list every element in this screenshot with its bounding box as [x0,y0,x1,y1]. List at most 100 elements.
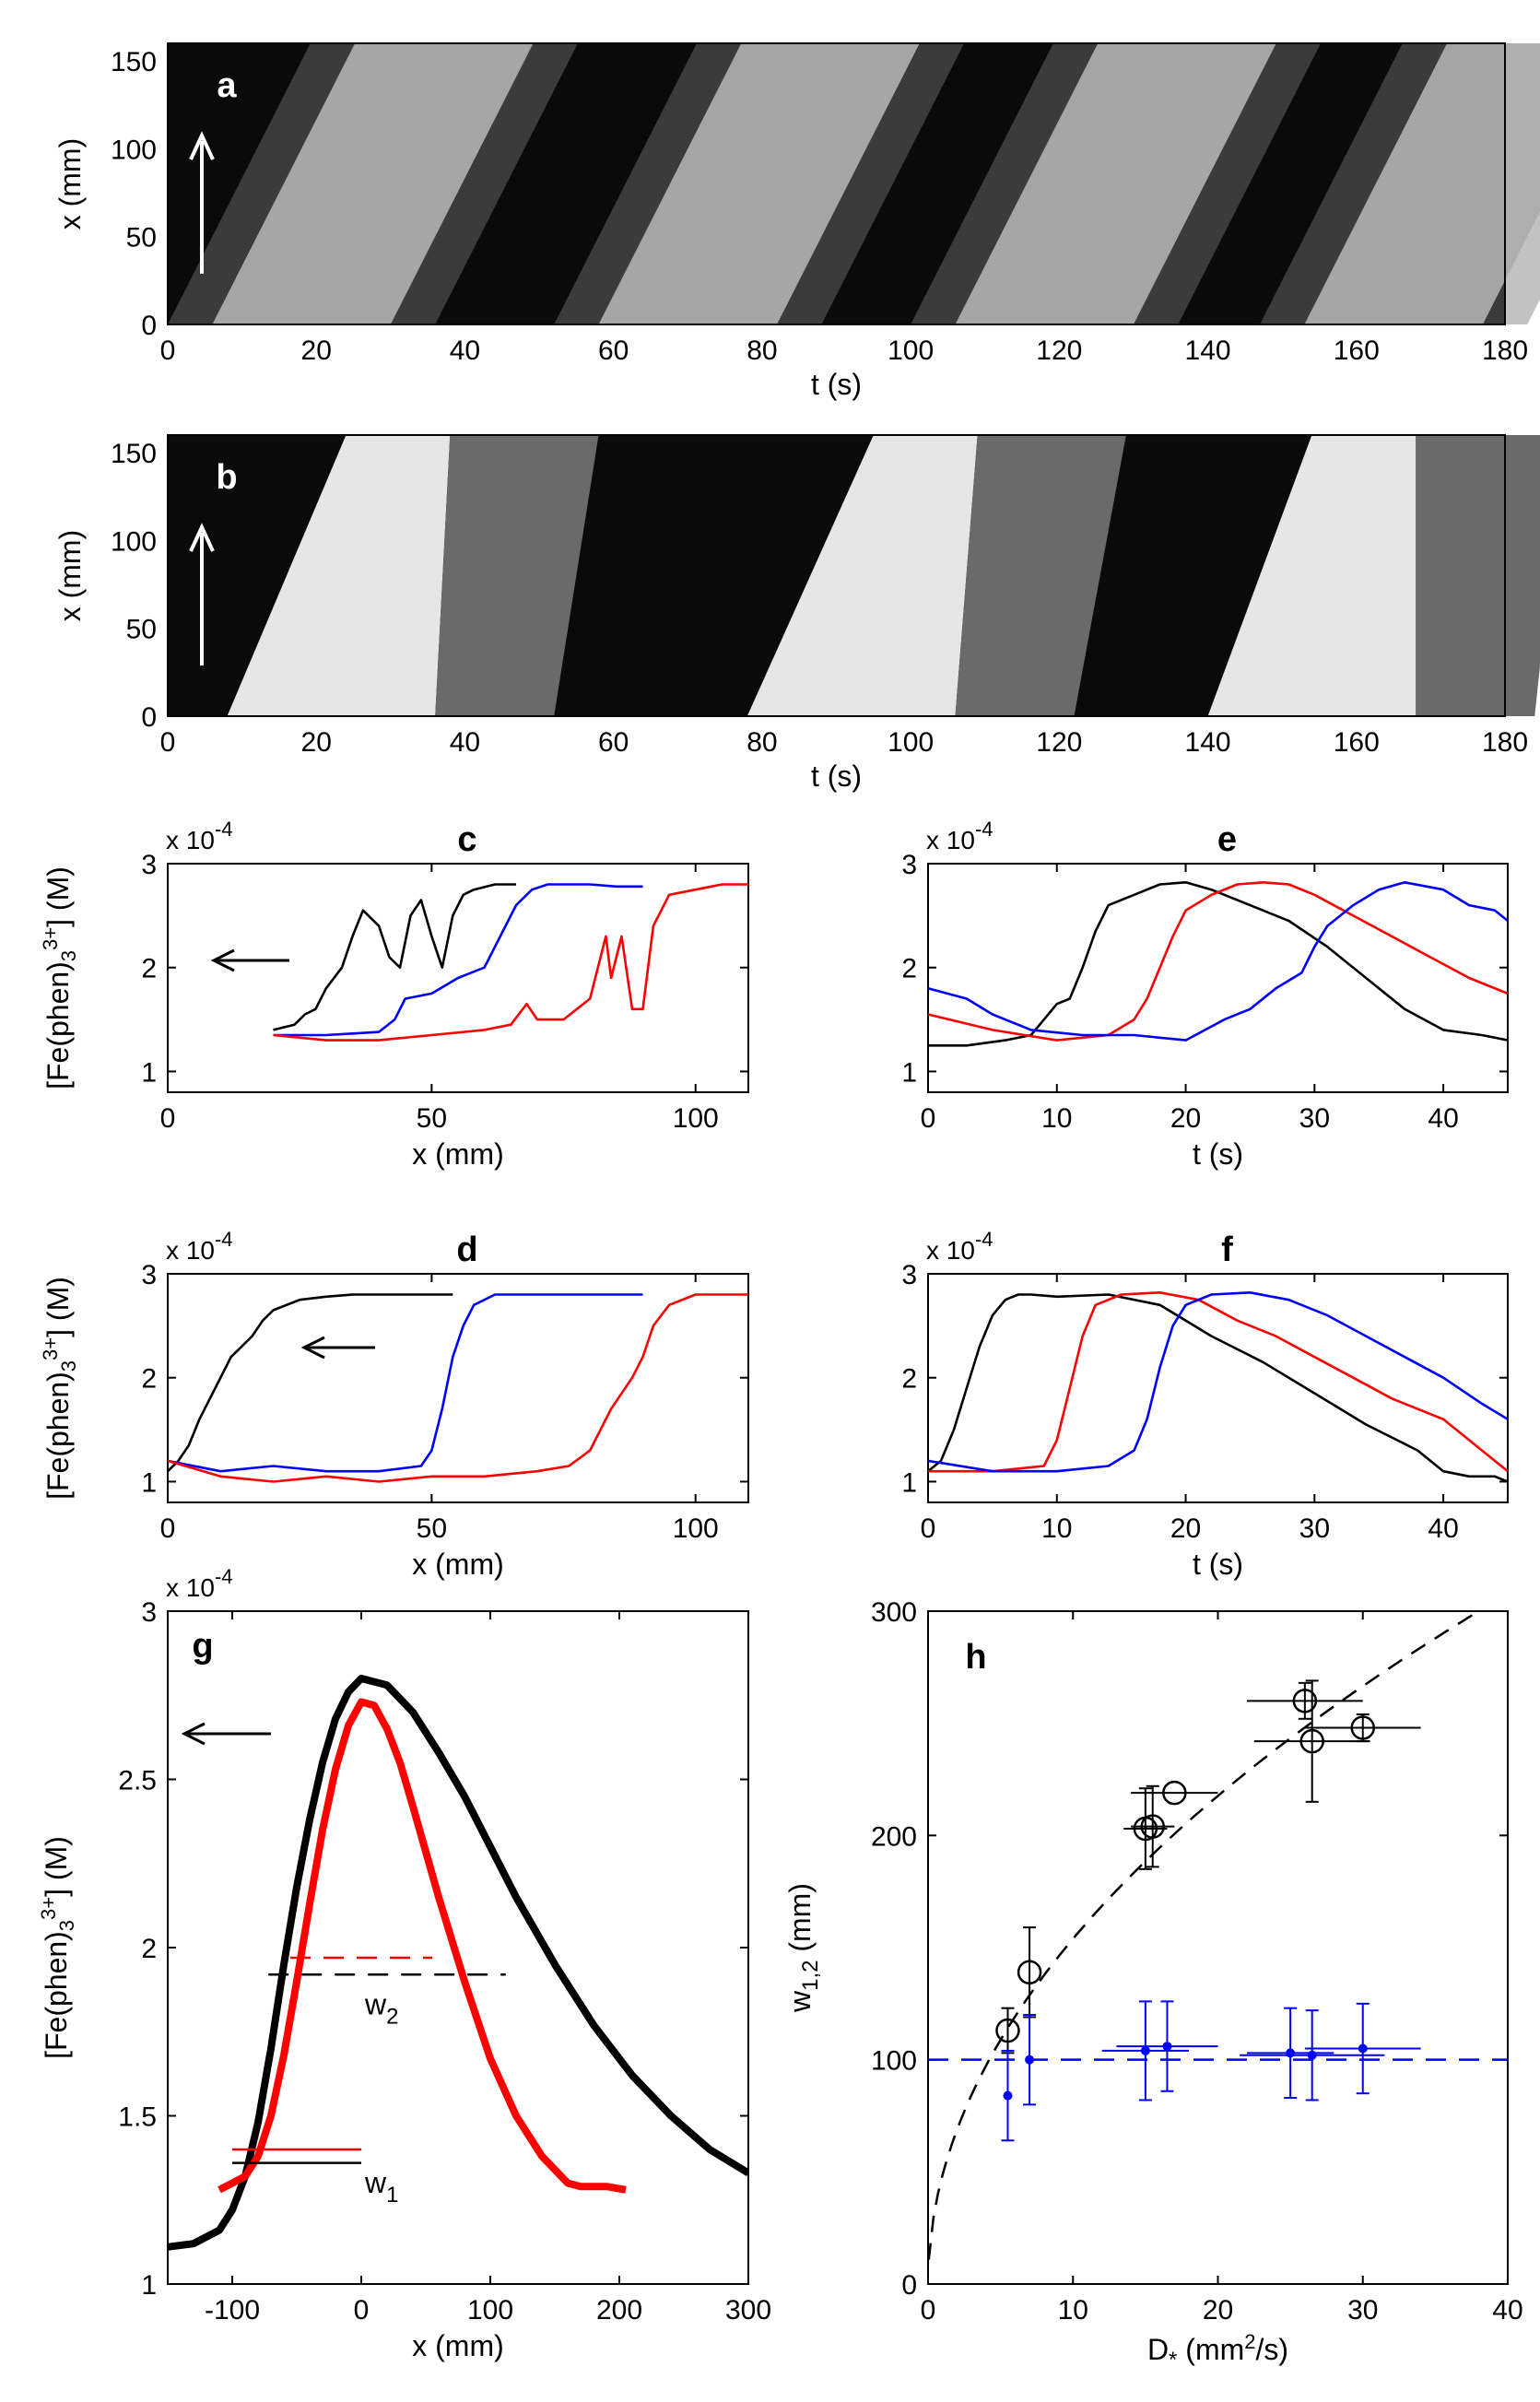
x-tick-label: 30 [1347,2295,1378,2325]
y-tick-label: 2.5 [118,1766,157,1796]
y-tick-label: 1 [141,1467,157,1498]
series-line [168,1293,748,1483]
series-line [273,883,516,1031]
x-axis-label: x (mm) [412,1137,504,1171]
x-tick-label: 300 [725,2295,771,2325]
arrow-head [210,948,235,972]
width-annotation: w2 [364,1987,398,2029]
x-tick-label: 80 [746,727,777,758]
heatmap-front [1207,435,1417,716]
heatmap-bright-band [955,43,1276,324]
y-axis-label: [Fe(phen)33+] (M) [39,1277,80,1500]
x-tick-label: 20 [301,336,332,366]
data-point [1292,1689,1318,1713]
x-tick-label: 0 [921,1103,936,1134]
heatmap-front-tail [1416,435,1540,716]
heatmap-front-tail [955,435,1126,716]
y-tick-label: 100 [871,2046,917,2077]
y-tick-label: 2 [141,954,157,984]
data-point [1140,2045,1150,2055]
arrow-head [189,131,215,160]
x-tick-label: 0 [921,1513,936,1544]
x-tick-label: 0 [354,2295,370,2325]
panel-a: 0 20 40 60 80 100 120 140 160 180 0 50 100 150 t (s) x … [53,42,1540,401]
axes-frame [167,42,1506,325]
x-tick-label: 0 [160,1513,176,1544]
heatmap-band-halo [554,43,965,324]
x-tick-label: 180 [1482,727,1528,758]
x-tick-label: 100 [467,2295,513,2325]
axes-frame [927,1273,1509,1503]
heatmap-bright-band [212,43,534,324]
panel-f: 0 10 20 30 40 1 2 3 x 10-4 f t (s) [901,1228,1509,1581]
x-tick-label: 120 [1036,336,1082,366]
panel-label: b [216,458,237,497]
panel-label: f [1221,1230,1233,1269]
axis-multiplier: x 10-4 [926,1228,993,1265]
x-tick-label: 60 [598,727,629,758]
axis-multiplier: x 10-4 [926,818,993,854]
x-tick-label: 140 [1185,727,1231,758]
series-line [928,881,1508,1047]
panel-label: a [217,66,237,105]
y-axis-label: [Fe(phen)33+] (M) [37,1836,78,2059]
series-line [168,1293,643,1473]
heatmap-front-tail [435,435,599,716]
y-tick-label: 2 [141,1934,157,1964]
panel-label: h [965,1638,986,1677]
arrow-head [300,1336,325,1360]
series-line [217,1698,627,2194]
y-tick-label: 200 [871,1821,917,1852]
x-tick-label: 0 [160,1103,176,1134]
panel-label: c [457,820,476,859]
y-axis-label: x (mm) [53,138,87,230]
x-tick-label: 0 [160,727,176,758]
x-tick-label: 10 [1041,1103,1072,1134]
x-tick-label: 160 [1334,336,1380,366]
heatmap-band-halo [168,43,578,324]
width-annotation: w1 [364,2166,398,2208]
data-point [1307,2050,1317,2060]
heatmap-front [227,435,451,716]
y-tick-label: 1.5 [118,2102,157,2133]
y-tick-label: 3 [141,1260,157,1290]
y-tick-label: 1 [901,1467,917,1498]
y-axis-label: [Fe(phen)33+] (M) [39,866,80,1089]
y-tick-label: 100 [111,526,157,557]
panel-g: -100 0 100 200 300 1 1.5 2 2.5 3 w2 w1 x 10-4 g x (mm)… [37,1565,771,2362]
x-tick-label: 100 [673,1513,719,1544]
arrow-head [181,1722,206,1746]
x-tick-label: 50 [417,1513,447,1544]
x-tick-label: 40 [1428,1103,1458,1134]
data-point [1350,1715,1375,1740]
x-tick-label: 30 [1299,1103,1330,1134]
x-tick-label: 40 [1492,2295,1522,2325]
x-tick-label: 100 [673,1103,719,1134]
axes-frame [167,1273,749,1503]
heatmap-bright-band [598,43,920,324]
x-tick-label: 100 [888,727,934,758]
x-tick-label: 0 [160,336,176,366]
data-point [1299,1728,1324,1754]
axes-frame [167,863,749,1093]
data-point [1286,2048,1296,2058]
heatmap-band-halo [1259,43,1540,324]
x-axis-label: x (mm) [412,2329,504,2362]
y-axis-label: w1,2 (mm) [783,1883,823,2013]
x-tick-label: 60 [598,336,629,366]
axes-frame [927,863,1509,1093]
panel-c: 0 50 100 1 2 3 x 10-4 c x (mm) [Fe(phen)33+] (M) [39,818,749,1171]
y-tick-label: 0 [141,311,157,341]
axes-frame [167,434,1506,717]
y-tick-label: 1 [141,1057,157,1088]
y-tick-label: 0 [901,2270,917,2301]
heatmap-front [746,435,978,716]
panel-h: 0 10 20 30 40 0 100 200 300 h D* (mm2/s) w1,2 (mm) [783,1597,1523,2373]
data-point [1140,1814,1165,1839]
axes-frame [167,1610,749,2285]
y-tick-label: 150 [111,439,157,469]
x-tick-label: 20 [1170,1103,1201,1134]
y-tick-label: 3 [901,850,917,880]
x-axis-label: D* (mm2/s) [1147,2330,1288,2373]
fit-curve [927,1609,1480,2260]
